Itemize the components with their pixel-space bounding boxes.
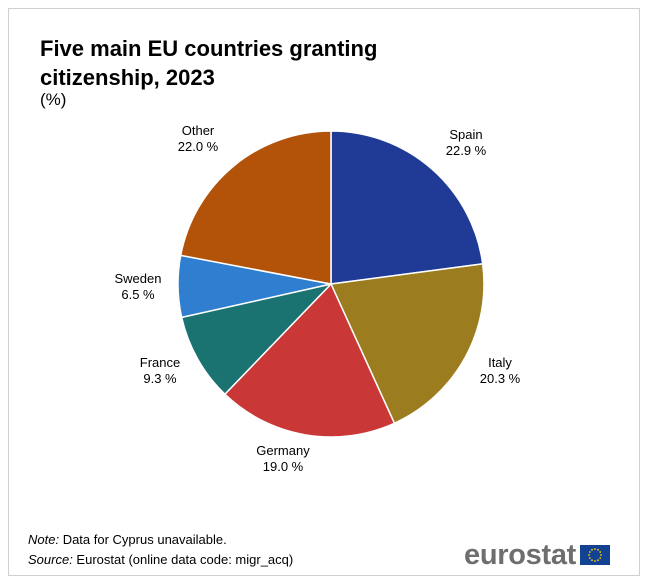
flag-star <box>594 560 596 562</box>
flag-star <box>588 554 590 556</box>
source-line: Source: Eurostat (online data code: migr… <box>28 552 293 567</box>
pie-slice-france <box>180 282 334 396</box>
source-text: Eurostat (online data code: migr_acq) <box>72 552 294 567</box>
note-label: Note: <box>28 532 60 547</box>
slice-label-france: France <box>140 355 180 370</box>
note-text: Data for Cyprus unavailable. <box>59 532 227 547</box>
flag-star <box>591 548 593 551</box>
slice-value-france: 9.3 % <box>143 371 177 386</box>
slice-value-other: 22.0 % <box>178 139 219 154</box>
flag-star <box>599 551 602 553</box>
flag-star <box>600 554 602 556</box>
pie-slice-spain <box>330 130 484 285</box>
slice-label-germany: Germany <box>256 443 310 458</box>
note-line: Note: Data for Cyprus unavailable. <box>28 532 227 547</box>
slice-value-germany: 19.0 % <box>263 459 304 474</box>
slice-label-spain: Spain <box>449 127 482 142</box>
flag-star <box>594 548 596 550</box>
chart-title: Five main EU countries granting citizens… <box>40 36 378 90</box>
flag-star <box>588 551 591 553</box>
logo-text: eurostat <box>464 538 577 571</box>
pie-slice-italy <box>329 263 485 425</box>
slice-label-italy: Italy <box>488 355 512 370</box>
flag-star <box>597 559 599 562</box>
slice-value-spain: 22.9 % <box>446 143 487 158</box>
pie-slice-germany <box>223 282 396 438</box>
slice-value-sweden: 6.5 % <box>121 287 155 302</box>
slice-value-italy: 20.3 % <box>480 371 521 386</box>
source-label: Source: <box>28 552 73 567</box>
flag-star <box>597 548 599 551</box>
flag-star <box>599 557 602 559</box>
eu-flag-icon <box>580 545 611 565</box>
slice-label-sweden: Sweden <box>115 271 162 286</box>
chart-frame <box>8 8 640 576</box>
chart-unit: (%) <box>40 90 67 109</box>
flag-star <box>588 557 591 559</box>
pie-slice-other <box>179 130 332 285</box>
slice-label-other: Other <box>182 123 215 138</box>
eurostat-logo: eurostat <box>464 538 611 571</box>
flag-star <box>591 559 593 562</box>
